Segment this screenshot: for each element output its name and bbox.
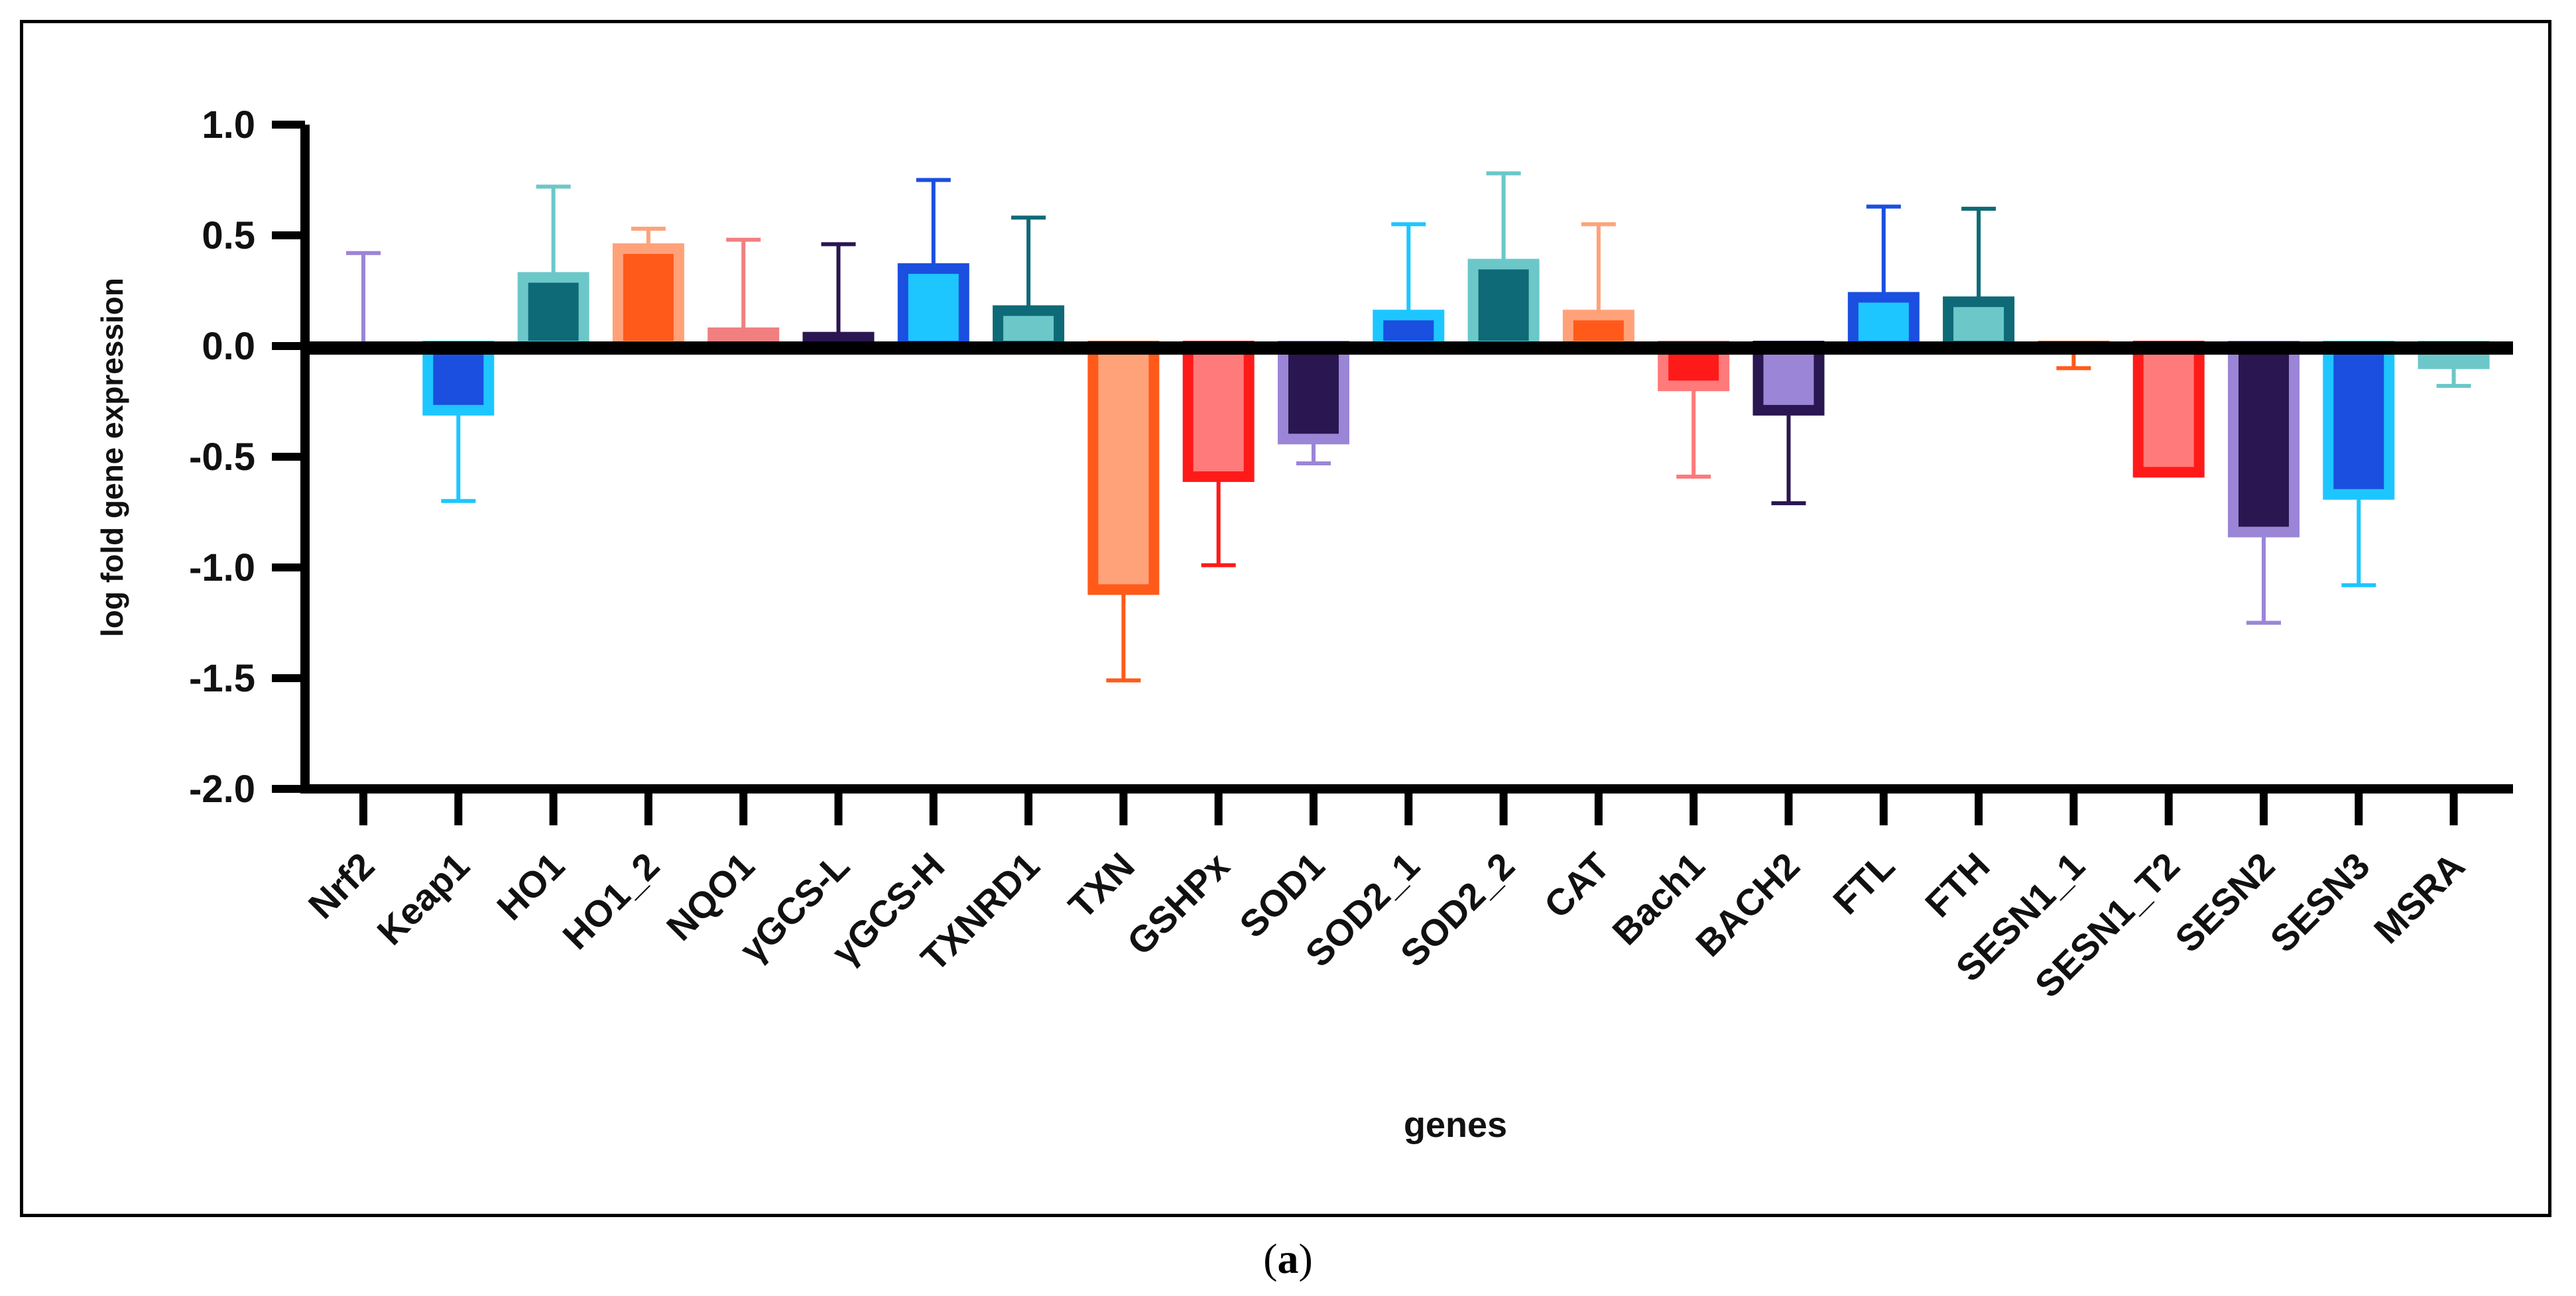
- caption-open-paren: (: [1263, 1235, 1278, 1282]
- y-axis-label: log fold gene expression: [95, 278, 129, 637]
- x-tick-label: SESN3: [2262, 845, 2377, 960]
- bar: [1467, 259, 1540, 352]
- x-tick-label: SESN2: [2167, 845, 2282, 960]
- figure-frame: [20, 20, 2551, 1217]
- bar: [1847, 292, 1920, 351]
- error-bars-layer: [346, 171, 2471, 683]
- y-tick-label: 1.0: [202, 103, 255, 147]
- bar: [1278, 341, 1349, 445]
- x-tick-label: CAT: [1536, 845, 1617, 926]
- bar: [2132, 341, 2205, 478]
- bar: [517, 272, 589, 351]
- y-tick-label: 0.0: [202, 325, 255, 368]
- y-tick-label: -0.5: [189, 436, 255, 479]
- x-tick-label: FTH: [1917, 845, 1998, 925]
- x-tick-label: Keap1: [369, 845, 477, 953]
- y-ticks-layer: 1.0 0.5 0.0 -0.5 -1.0 -1.5 -2.0: [189, 103, 305, 811]
- x-axis-label: genes: [1404, 1105, 1507, 1145]
- y-tick-label: 0.5: [202, 214, 255, 257]
- bar: [422, 341, 495, 416]
- caption-letter: a: [1277, 1235, 1299, 1282]
- x-tick-label: HO1_2: [554, 845, 667, 957]
- bar: [897, 263, 969, 352]
- bar: [1182, 341, 1255, 483]
- bar: [993, 305, 1065, 351]
- y-tick-label: -2.0: [189, 768, 255, 811]
- bar: [1943, 296, 2015, 352]
- x-tick-label: Nrf2: [300, 845, 383, 927]
- caption-close-paren: ): [1298, 1235, 1313, 1282]
- bar: [1373, 310, 1445, 351]
- bar: [612, 243, 684, 352]
- x-tick-label: MSRA: [2366, 845, 2473, 951]
- y-tick-label: -1.5: [189, 657, 255, 700]
- x-tick-label: GSHPx: [1119, 845, 1237, 963]
- figure-caption: (a): [0, 1234, 2576, 1283]
- bars-layer: [422, 243, 2490, 595]
- x-tick-label: HO1: [489, 845, 572, 928]
- bar: [2323, 341, 2395, 500]
- bar: [1752, 341, 1825, 416]
- y-tick-label: -1.0: [189, 546, 255, 589]
- x-tick-label: TXN: [1060, 845, 1142, 927]
- x-tick-label: BACH2: [1687, 845, 1808, 965]
- bar: [1087, 341, 1160, 595]
- x-tick-label: FTL: [1825, 845, 1902, 922]
- bar: [2228, 341, 2300, 538]
- bar: [1562, 310, 1634, 351]
